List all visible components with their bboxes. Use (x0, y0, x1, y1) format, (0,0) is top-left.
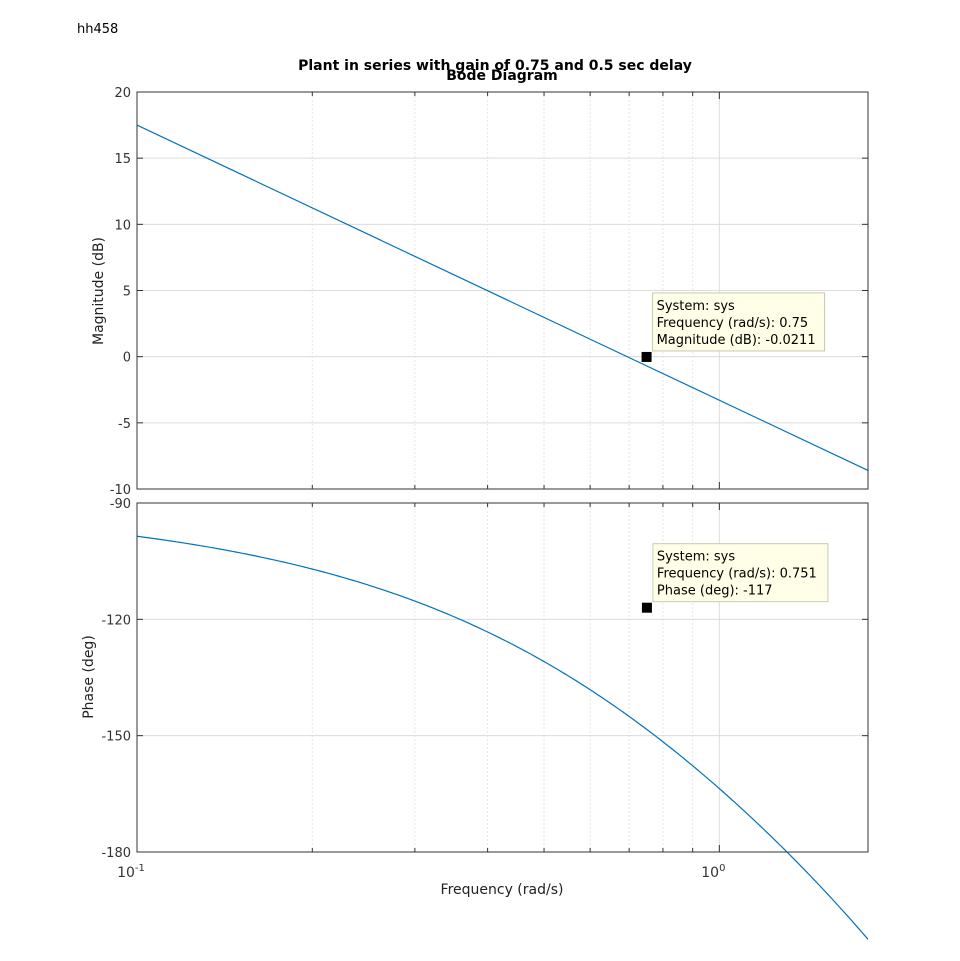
y-tick-label: 0 (123, 351, 131, 366)
axes-frame (136, 502, 869, 853)
datatip-text: Frequency (rad/s): 0.75 (657, 316, 809, 331)
y-tick-label: 20 (114, 86, 131, 101)
x-axis-ticks: 10-1 100 (117, 863, 725, 881)
x-tick-exponent: -1 (135, 863, 145, 874)
x-tick-base: 10 (117, 865, 135, 881)
phase-panel: -180 -150 -120 -90 System: sys Frequency (rad… (101, 497, 869, 940)
y-tick-label: -150 (101, 730, 131, 745)
datatip-text: Phase (deg): -117 (657, 584, 773, 599)
datatip-box (652, 292, 826, 352)
datatip-marker (641, 602, 652, 613)
y-tick-label: 15 (114, 152, 131, 167)
y-tick-label: 5 (123, 285, 131, 300)
datatip-text: Frequency (rad/s): 0.751 (657, 567, 817, 582)
x-axis-label: Frequency (rad/s) (441, 882, 564, 898)
datatip-text: Magnitude (dB): -0.0211 (657, 333, 816, 348)
datatip-box (652, 543, 829, 603)
x-tick-label: 10-1 (117, 863, 145, 881)
y-tick-label: -5 (118, 417, 131, 432)
x-tick-label: 100 (701, 863, 725, 881)
phase-axis-label: Phase (deg) (81, 635, 97, 719)
magnitude-series-line (136, 124, 869, 472)
x-tick-base: 10 (701, 865, 719, 881)
datatip-marker (641, 351, 652, 362)
y-tick-label: -10 (110, 483, 131, 498)
figure-id-label: hh458 (77, 22, 119, 37)
y-tick-label: -120 (101, 613, 131, 628)
x-tick-exponent: 0 (719, 863, 725, 874)
magnitude-panel: -10 -5 0 5 10 15 20 System: sys Frequency (rad/s… (110, 86, 869, 498)
chart-title: Plant in series with gain of 0.75 and 0.… (298, 58, 692, 74)
datatip-text: System: sys (657, 550, 735, 565)
chart-subtitle: Bode Diagram (446, 68, 558, 84)
magnitude-axis-label: Magnitude (dB) (91, 237, 107, 345)
y-tick-label: 10 (114, 218, 131, 233)
axes-frame (136, 91, 869, 490)
datatip-text: System: sys (657, 299, 735, 314)
y-tick-label: -90 (110, 497, 131, 512)
y-tick-label: -180 (101, 846, 131, 861)
phase-series-line (136, 535, 869, 940)
